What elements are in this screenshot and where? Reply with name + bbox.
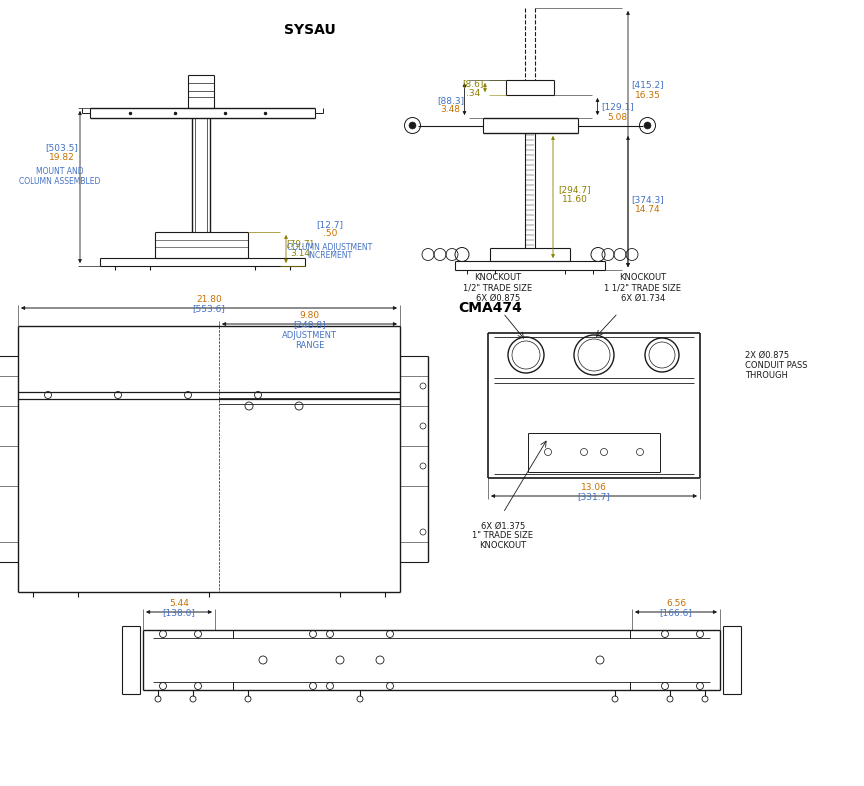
- Text: 6.56: 6.56: [666, 600, 686, 608]
- Text: 3.48: 3.48: [441, 105, 461, 115]
- Text: 1" TRADE SIZE: 1" TRADE SIZE: [473, 531, 533, 541]
- Text: [8.6]: [8.6]: [462, 79, 484, 89]
- Text: [12.7]: [12.7]: [316, 221, 344, 230]
- Text: KNOCKOUT: KNOCKOUT: [480, 542, 526, 550]
- Text: 3.14: 3.14: [290, 248, 310, 258]
- Text: [129.1]: [129.1]: [601, 102, 634, 112]
- Text: [138.0]: [138.0]: [162, 608, 195, 618]
- Text: .34: .34: [466, 89, 480, 97]
- Text: [331.7]: [331.7]: [577, 493, 611, 501]
- Text: [88.3]: [88.3]: [437, 97, 464, 105]
- Text: 1 1/2" TRADE SIZE: 1 1/2" TRADE SIZE: [605, 284, 682, 292]
- Text: 6X Ø0.875: 6X Ø0.875: [476, 293, 520, 303]
- Text: KNOCKOUT: KNOCKOUT: [619, 274, 666, 282]
- Text: COLUMN ADJUSTMENT: COLUMN ADJUSTMENT: [288, 243, 372, 252]
- Text: 6X Ø1.734: 6X Ø1.734: [621, 293, 665, 303]
- Text: [374.3]: [374.3]: [632, 196, 664, 204]
- Text: THROUGH: THROUGH: [745, 370, 788, 380]
- Text: COLUMN ASSEMBLED: COLUMN ASSEMBLED: [19, 177, 101, 185]
- Text: 6X Ø1.375: 6X Ø1.375: [481, 521, 525, 531]
- Text: 1/2" TRADE SIZE: 1/2" TRADE SIZE: [463, 284, 532, 292]
- Text: 5.08: 5.08: [607, 112, 627, 122]
- Text: 11.60: 11.60: [562, 194, 588, 204]
- Text: 21.80: 21.80: [196, 296, 222, 304]
- Text: [166.6]: [166.6]: [659, 608, 692, 618]
- Text: 13.06: 13.06: [581, 483, 607, 493]
- Text: 19.82: 19.82: [49, 153, 75, 163]
- Text: 14.74: 14.74: [635, 205, 661, 215]
- Text: SYSAU: SYSAU: [284, 23, 336, 37]
- Text: [503.5]: [503.5]: [46, 144, 79, 152]
- Text: [79.7]: [79.7]: [287, 240, 314, 248]
- Text: 9.80: 9.80: [300, 311, 320, 321]
- Text: RANGE: RANGE: [295, 340, 324, 350]
- Circle shape: [644, 122, 651, 129]
- Text: INCREMENT: INCREMENT: [308, 252, 353, 260]
- Text: 16.35: 16.35: [635, 90, 661, 100]
- Text: [294.7]: [294.7]: [559, 185, 591, 194]
- Text: 5.44: 5.44: [169, 600, 189, 608]
- Text: CONDUIT PASS: CONDUIT PASS: [745, 361, 808, 369]
- Text: [415.2]: [415.2]: [632, 80, 664, 90]
- Circle shape: [409, 122, 416, 129]
- Text: [553.6]: [553.6]: [193, 304, 226, 314]
- Text: CMA474: CMA474: [458, 301, 522, 315]
- Text: 2X Ø0.875: 2X Ø0.875: [745, 351, 789, 359]
- Text: MOUNT AND: MOUNT AND: [36, 167, 84, 177]
- Text: [248.8]: [248.8]: [293, 321, 326, 329]
- Text: KNOCKOUT: KNOCKOUT: [474, 274, 522, 282]
- Text: .50: .50: [323, 230, 337, 238]
- Text: ADJUSTMENT: ADJUSTMENT: [282, 332, 337, 340]
